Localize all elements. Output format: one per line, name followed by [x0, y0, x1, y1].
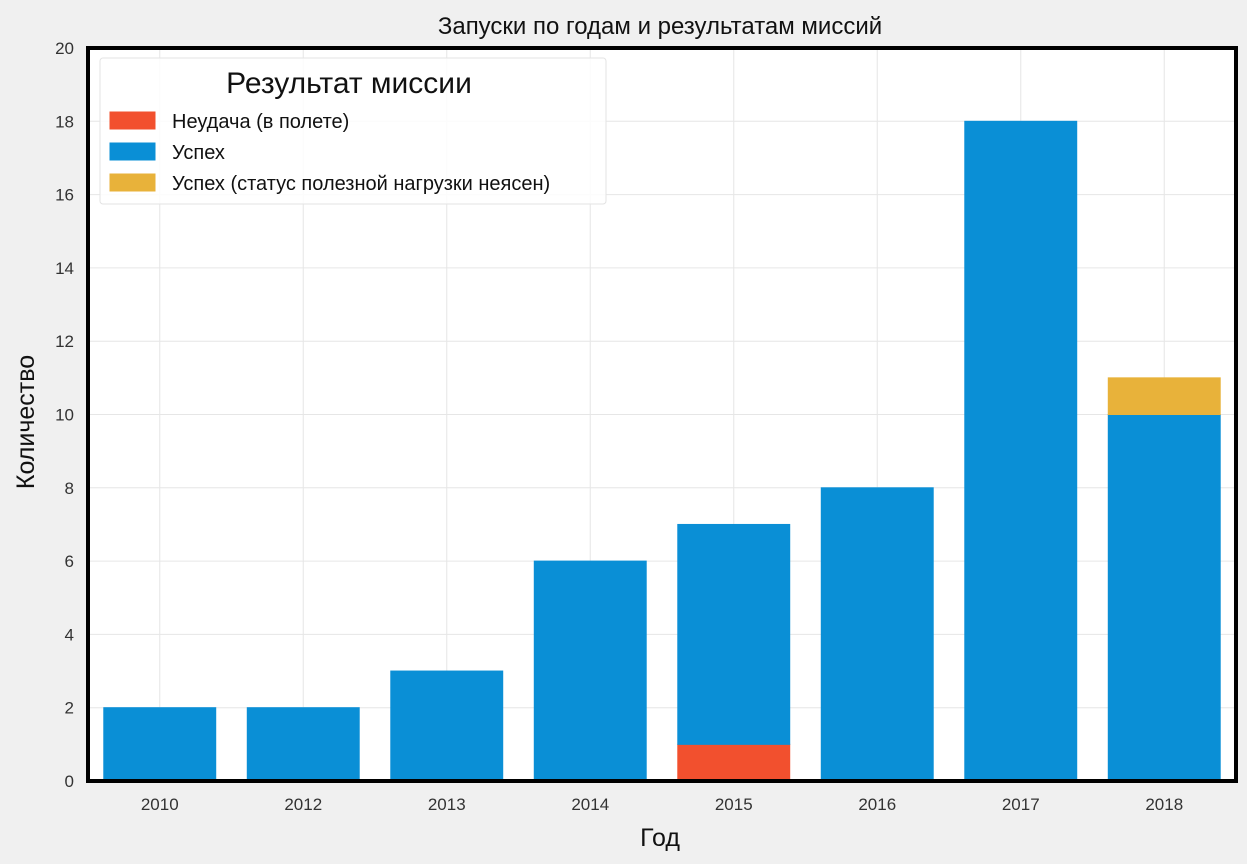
y-tick-label: 20 [55, 39, 74, 58]
x-tick-label: 2016 [858, 795, 896, 814]
y-tick-label: 16 [55, 186, 74, 205]
x-tick-label: 2017 [1002, 795, 1040, 814]
bar-2014-series-1 [533, 560, 647, 782]
bar-2018-series-2 [1107, 377, 1221, 416]
y-tick-label: 10 [55, 406, 74, 425]
y-tick-label: 14 [55, 259, 74, 278]
y-tick-label: 2 [65, 699, 74, 718]
bars [103, 120, 1221, 782]
x-tick-label: 2018 [1145, 795, 1183, 814]
y-axis-title: Количество [12, 355, 40, 489]
x-tick-label: 2015 [715, 795, 753, 814]
bar-2013-series-1 [390, 670, 504, 782]
legend-swatch [109, 111, 156, 130]
y-tick-label: 18 [55, 112, 74, 131]
legend-swatch [109, 142, 156, 161]
y-tick-label: 0 [65, 772, 74, 791]
legend-title: Результат миссии [226, 67, 472, 100]
bar-2010-series-1 [103, 707, 217, 782]
chart-title: Запуски по годам и результатам миссий [438, 13, 882, 40]
legend-swatch [109, 173, 156, 192]
y-tick-label: 4 [65, 625, 74, 644]
bar-2015-series-1 [677, 523, 791, 745]
bar-2015-series-0 [677, 743, 791, 782]
bar-2018-series-1 [1107, 414, 1221, 782]
y-tick-label: 12 [55, 332, 74, 351]
x-tick-label: 2010 [141, 795, 179, 814]
x-tick-labels: 2010 2012 2013 2014 2015 2016 2017 2018 [141, 795, 1183, 814]
bar-2016-series-1 [820, 487, 934, 782]
legend: Результат миссии Неудача (в полете) Успех… [99, 57, 607, 205]
bar-2012-series-1 [246, 707, 360, 782]
plot-frame [86, 46, 1238, 783]
legend-label: Успех [172, 142, 225, 164]
x-tick-label: 2013 [428, 795, 466, 814]
legend-box [99, 57, 607, 205]
y-tick-label: 6 [65, 552, 74, 571]
legend-items: Неудача (в полете) Успех Успех (статус пол… [109, 111, 550, 195]
bar-2017-series-1 [964, 120, 1078, 782]
y-tick-label: 8 [65, 479, 74, 498]
x-axis-title: Год [640, 824, 680, 852]
x-tick-label: 2014 [571, 795, 609, 814]
y-tick-labels: 0 2 4 6 8 10 12 14 16 18 20 [55, 39, 74, 791]
x-tick-label: 2012 [284, 795, 322, 814]
legend-label: Неудача (в полете) [172, 111, 349, 133]
legend-label: Успех (статус полезной нагрузки неясен) [172, 173, 550, 195]
